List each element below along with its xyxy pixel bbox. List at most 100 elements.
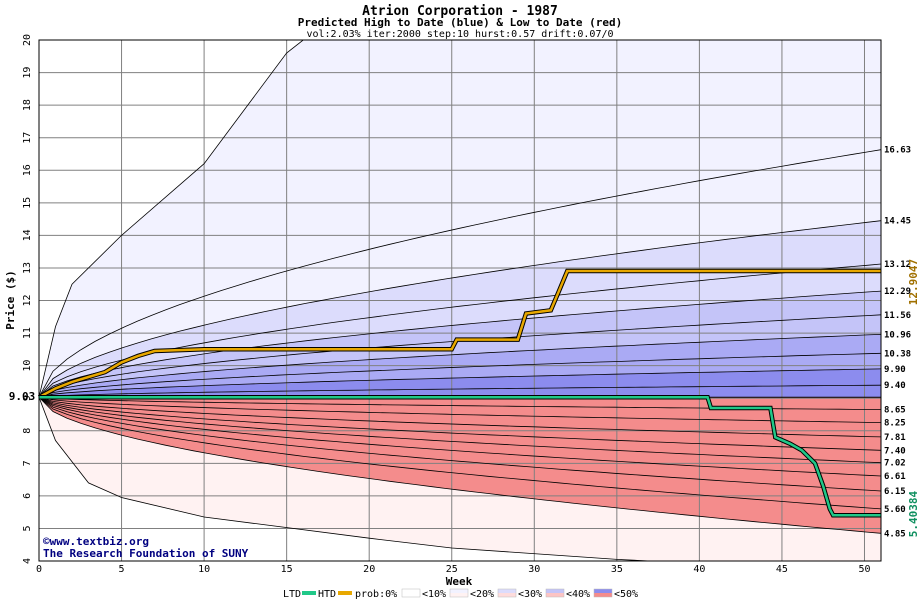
end-value-label: 14.45 <box>884 217 911 227</box>
grid-lines <box>38 39 881 562</box>
y-tick-label: 5 <box>22 525 33 531</box>
legend-ltd-swatch <box>302 591 316 595</box>
axes <box>38 39 882 562</box>
htd-final-value-label: 12.9047 <box>907 259 920 305</box>
x-tick-label: 50 <box>858 564 870 575</box>
percentile-line-7 <box>38 352 882 398</box>
chart-title: Atrion Corporation - 1987 <box>362 4 558 19</box>
y-tick-label: 14 <box>22 229 33 241</box>
credit-line-1: ©www.textbiz.org <box>43 535 149 548</box>
end-value-label: 5.60 <box>884 505 906 515</box>
percentile-line-3 <box>38 263 882 398</box>
percentile-line-10 <box>38 397 881 562</box>
legend-band-10-swatch <box>449 588 469 598</box>
x-tick-label: 35 <box>611 564 623 575</box>
end-value-label: 16.63 <box>884 146 911 156</box>
y-axis-label: Price ($) <box>4 270 17 330</box>
legend-htd-label: HTD <box>318 589 336 600</box>
y-tick-label: 10 <box>22 360 33 372</box>
high-band-8 <box>39 368 881 398</box>
credit-line-2: The Research Foundation of SUNY <box>43 547 249 560</box>
end-value-label: 7.02 <box>884 459 906 469</box>
y-tick-label: 8 <box>22 428 33 434</box>
chart-subtitle: Predicted High to Date (blue) & Low to D… <box>298 16 623 29</box>
legend-band-50-label: <50% <box>614 589 638 600</box>
high-band-4 <box>39 291 881 398</box>
y-tick-label: 11 <box>22 327 33 339</box>
x-tick-label: 15 <box>281 564 293 575</box>
legend-ltd-label: LTD <box>283 589 301 600</box>
legend-band-20-label: <20% <box>470 589 494 600</box>
legend-htd-swatch <box>338 591 352 595</box>
percentile-line-13 <box>38 396 882 438</box>
end-value-label: 7.40 <box>884 446 906 456</box>
end-value-label: 8.25 <box>884 419 906 429</box>
ltd-series <box>39 395 881 517</box>
end-value-label: 6.15 <box>884 487 906 497</box>
percentile-line-8 <box>38 368 882 398</box>
high-band-0 <box>39 40 881 398</box>
end-value-label: 7.81 <box>884 433 906 443</box>
high-band-5 <box>39 314 881 398</box>
high-band-3 <box>39 264 881 398</box>
data-series <box>37 268 881 518</box>
high-band-2 <box>39 220 881 398</box>
y-tick-label: 16 <box>22 164 33 176</box>
y-tick-label: 12 <box>22 294 33 306</box>
percentile-line-16 <box>38 396 882 477</box>
percentile-line-4 <box>38 290 882 398</box>
percentile-line-6 <box>38 334 882 398</box>
end-value-label: 9.40 <box>884 381 906 391</box>
high-band-9 <box>39 385 881 398</box>
x-axis-label: Week <box>446 575 473 588</box>
percentile-line-15 <box>38 396 882 464</box>
chart-params: vol:2.03% iter:2000 step:10 hurst:0.57 d… <box>306 29 613 40</box>
plot-frame <box>38 39 882 562</box>
percentile-line-19 <box>38 396 882 534</box>
y-tick-label: 9 <box>22 395 33 401</box>
legend-band-30-swatch <box>545 588 565 598</box>
percentile-lines <box>38 39 882 562</box>
x-tick-label: 5 <box>119 564 125 575</box>
start-value-label: 9.03 <box>9 390 36 403</box>
x-tick-label: 30 <box>528 564 540 575</box>
end-value-label: 12.29 <box>884 287 911 297</box>
end-value-label: 10.38 <box>884 349 911 359</box>
y-tick-label: 6 <box>22 493 33 499</box>
x-tick-label: 25 <box>446 564 458 575</box>
x-tick-label: 10 <box>198 564 210 575</box>
legend-band-0-swatch <box>401 588 421 598</box>
end-value-label: 11.56 <box>884 311 911 321</box>
y-tick-label: 18 <box>22 99 33 111</box>
end-value-labels: 16.63 14.45 13.12 12.29 11.56 10.96 10.38 9.90 9… <box>884 146 911 540</box>
percentile-line-18 <box>38 396 882 510</box>
percentile-line-0 <box>38 39 881 398</box>
y-tick-label: 7 <box>22 460 33 466</box>
y-tick-label: 13 <box>22 262 33 274</box>
end-value-label: 6.61 <box>884 472 906 482</box>
percentile-line-2 <box>38 220 882 398</box>
legend-band-40-label: <40% <box>566 589 590 600</box>
high-band-1 <box>39 149 881 398</box>
percentile-line-1 <box>38 149 882 398</box>
y-tick-label: 20 <box>22 34 33 46</box>
high-band-7 <box>39 353 881 398</box>
end-value-label: 4.85 <box>884 529 906 539</box>
percentile-line-14 <box>38 396 882 451</box>
percentile-line-17 <box>38 396 882 492</box>
ltd-final-value-label: 5.40384 <box>907 490 920 537</box>
legend-band-40-swatch <box>593 588 613 598</box>
x-tick-label: 0 <box>36 564 42 575</box>
x-tick-label: 45 <box>776 564 788 575</box>
tick-labels: 0 5 10 15 20 25 30 35 40 45 5045678910111213141516… <box>22 34 871 575</box>
y-tick-label: 4 <box>22 558 33 564</box>
legend-band-20-swatch <box>497 588 517 598</box>
x-tick-label: 20 <box>363 564 375 575</box>
legend-prob-label: prob:0% <box>355 589 397 600</box>
end-value-label: 9.90 <box>884 365 906 375</box>
percentile-line-9 <box>38 384 882 398</box>
y-tick-label: 17 <box>22 132 33 144</box>
legend-band-30-label: <30% <box>518 589 542 600</box>
x-tick-label: 40 <box>693 564 705 575</box>
